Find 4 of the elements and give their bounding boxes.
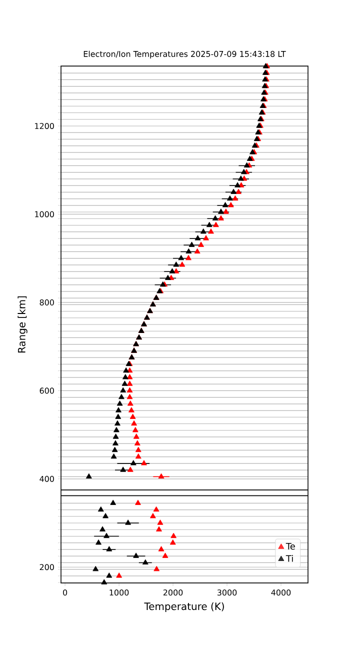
legend-label: Te [286,542,295,550]
legend-label: Ti [286,555,293,562]
x-axis-title: Temperature (K) [144,602,224,612]
y-axis-title: Range [km] [18,296,28,353]
